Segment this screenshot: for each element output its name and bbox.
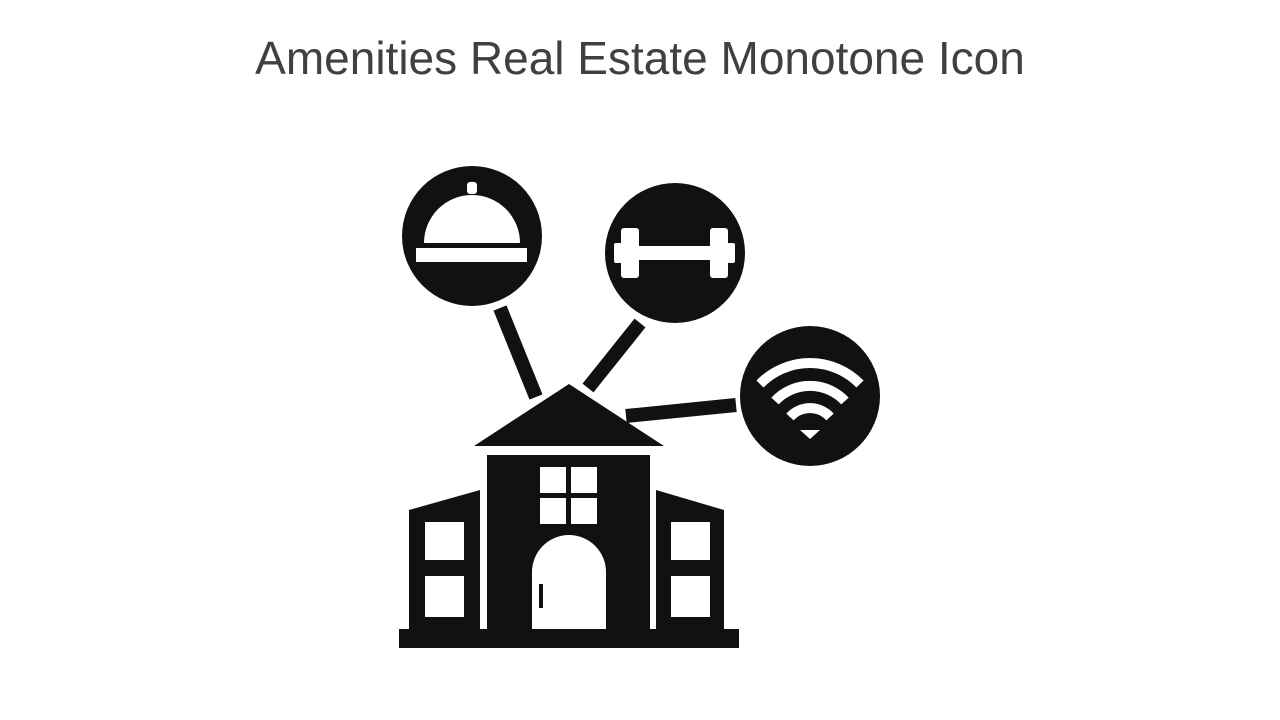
tower-window <box>540 467 597 524</box>
dumbbell-icon <box>605 183 745 323</box>
door-handle <box>539 584 543 608</box>
wifi-icon <box>740 326 880 466</box>
door <box>532 535 606 629</box>
roof <box>474 384 664 446</box>
building-icon <box>399 384 739 648</box>
building-base <box>399 629 739 648</box>
connector-line-wifi <box>625 398 737 423</box>
connector-line-food <box>493 305 543 400</box>
slide-title: Amenities Real Estate Monotone Icon <box>255 32 1025 84</box>
connector-lines <box>493 305 737 423</box>
connector-line-gym <box>582 318 646 393</box>
food-cloche-icon <box>402 166 542 306</box>
